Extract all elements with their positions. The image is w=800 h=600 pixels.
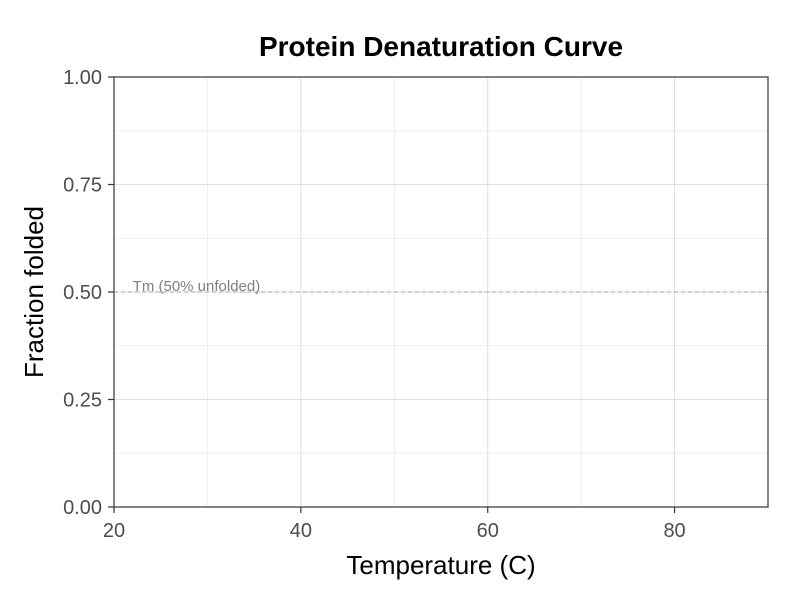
annotations: Tm (50% unfolded) bbox=[133, 278, 261, 295]
x-axis-title: Temperature (C) bbox=[346, 550, 535, 580]
x-tick-label: 20 bbox=[103, 520, 125, 542]
ticks: 20 40 60 80 0.00 0.25 0.50 0.75 1.00 bbox=[63, 67, 686, 542]
y-tick-label: 0.25 bbox=[63, 390, 102, 412]
x-tick-label: 80 bbox=[663, 520, 685, 542]
x-tick-label: 40 bbox=[290, 520, 312, 542]
y-tick-label: 1.00 bbox=[63, 67, 102, 89]
y-axis-title: Fraction folded bbox=[19, 206, 49, 378]
chart-title: Protein Denaturation Curve bbox=[259, 31, 623, 62]
x-tick-label: 60 bbox=[477, 520, 499, 542]
y-tick-label: 0.50 bbox=[63, 282, 102, 304]
y-tick-label: 0.75 bbox=[63, 175, 102, 197]
tm-annotation: Tm (50% unfolded) bbox=[133, 278, 261, 295]
y-tick-label: 0.00 bbox=[63, 497, 102, 519]
